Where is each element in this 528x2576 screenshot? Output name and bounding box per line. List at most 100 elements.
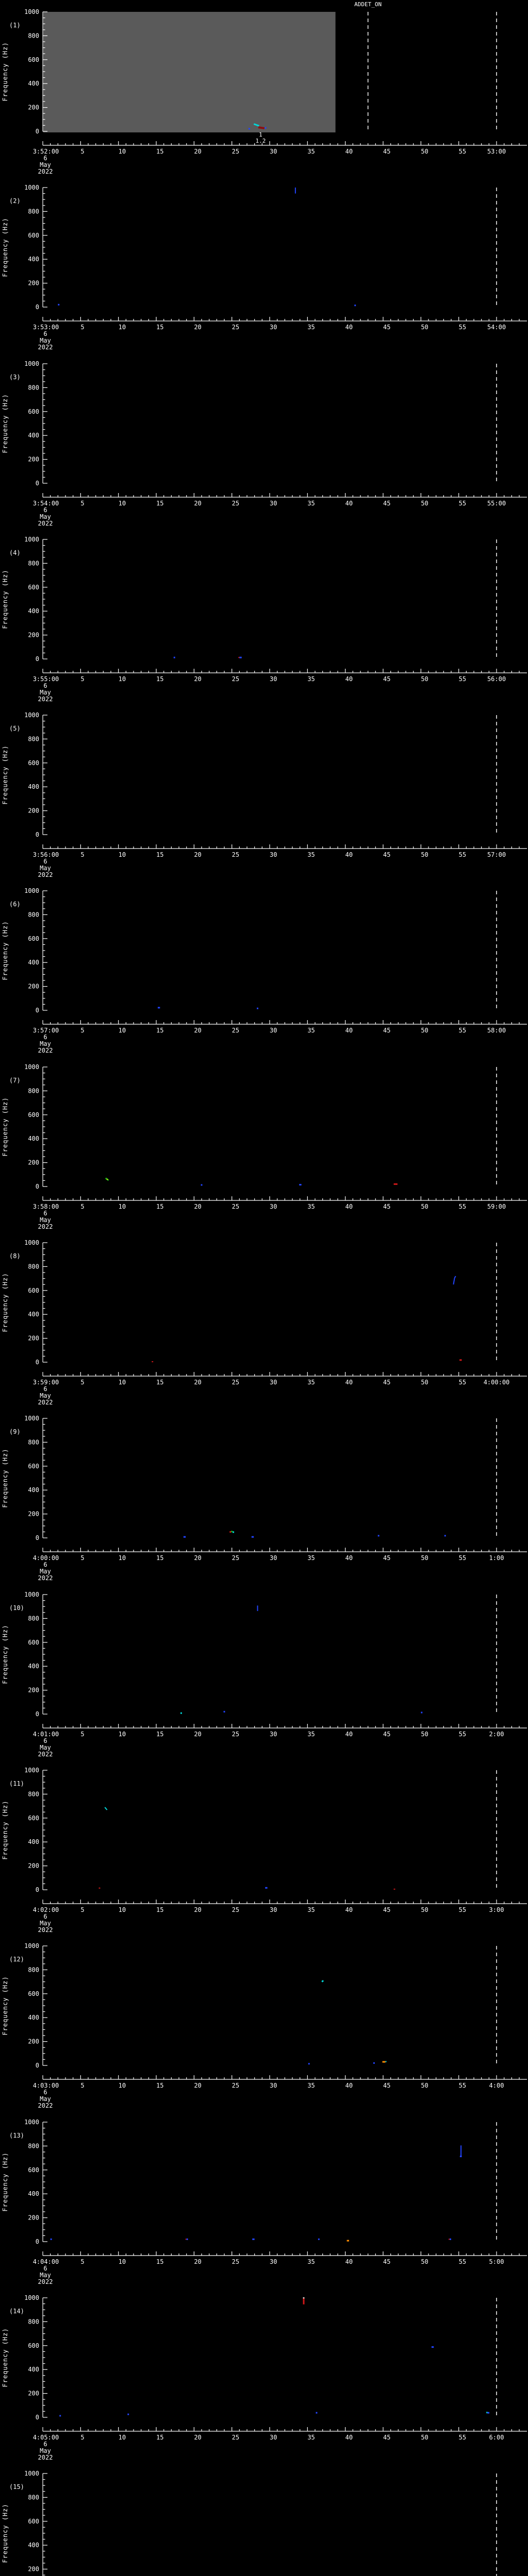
y-axis-title: Frequency (Hz)	[2, 2503, 9, 2563]
y-tick-label: 400	[28, 1838, 39, 1845]
y-tick-label: 400	[28, 2014, 39, 2021]
date-line: 6	[43, 1033, 47, 1041]
date-line: 6	[43, 2265, 47, 2272]
y-tick-label: 600	[28, 1287, 39, 1294]
tick-label: 25	[232, 2082, 239, 2089]
x-end-label: 54:00	[487, 324, 506, 331]
y-tick-label: 800	[28, 1263, 39, 1270]
y-tick-label: 600	[28, 232, 39, 239]
tick-label: 50	[421, 148, 428, 155]
y-tick-label: 400	[28, 607, 39, 615]
y-tick-label: 600	[28, 1990, 39, 1997]
tick-label: 30	[270, 1731, 277, 1738]
panel-svg-5: 0 200 400 600 800 1000 Frequency (Hz) 3:56:00 5 1…	[2, 711, 527, 878]
date-line: 2022	[38, 1047, 53, 1054]
y-tick-label: 0	[36, 2062, 39, 2069]
tick-label: 25	[232, 148, 239, 155]
tick-label: 35	[307, 1906, 315, 1913]
y-tick-label: 1000	[24, 1415, 39, 1422]
x-end-label: 59:00	[487, 1203, 506, 1210]
panel-index-label: (13)	[9, 2132, 24, 2139]
y-tick-label: 0	[36, 128, 39, 135]
tick-label: 25	[232, 1203, 239, 1210]
tick-label: 45	[383, 1203, 390, 1210]
tick-label: 45	[383, 148, 390, 155]
date-line: May	[40, 513, 51, 520]
y-tick-label: 600	[28, 759, 39, 767]
spectrogram-panel-14: 0 200 400 600 800 1000 Frequency (Hz) 4:05:00 5 1…	[0, 2286, 528, 2462]
tick-label: 30	[270, 148, 277, 155]
detection-mark	[106, 1178, 108, 1180]
date-line: 6	[43, 1561, 47, 1568]
y-tick-label: 200	[28, 2390, 39, 2397]
panel-index-label: (8)	[9, 1252, 21, 1260]
tick-label: 20	[194, 1203, 201, 1210]
tick-label: 55	[459, 1203, 466, 1210]
panel-index-label: (3)	[9, 374, 21, 381]
tick-label: 5	[80, 2082, 84, 2089]
spectrogram-panel-7: 0 200 400 600 800 1000 Frequency (Hz) 3:58:00 5 1…	[0, 1055, 528, 1231]
spectrogram-panel-9: 0 200 400 600 800 1000 Frequency (Hz) 4:00:00 5 1…	[0, 1406, 528, 1583]
panel-svg-13: 0 200 400 600 800 1000 Frequency (Hz) 4:04:00 5 1…	[2, 2119, 527, 2285]
tick-label: 45	[383, 675, 390, 683]
tick-label: 35	[307, 2082, 315, 2089]
date-line: 2022	[38, 871, 53, 878]
tick-label: 55	[459, 1731, 466, 1738]
tick-label: 10	[119, 2082, 126, 2089]
date-line: 2022	[38, 1926, 53, 1934]
y-tick-label: 200	[28, 807, 39, 815]
y-tick-label: 600	[28, 935, 39, 942]
tick-label: 15	[156, 1203, 163, 1210]
y-tick-label: 600	[28, 1463, 39, 1470]
date-line: 2022	[38, 1574, 53, 1582]
tick-label: 25	[232, 1027, 239, 1034]
tick-label: 55	[459, 2082, 466, 2089]
y-tick-label: 200	[28, 104, 39, 111]
tick-label: 5	[80, 1731, 84, 1738]
y-tick-label: 600	[28, 1111, 39, 1118]
tick-label: 10	[119, 1379, 126, 1386]
date-line: 2022	[38, 1751, 53, 1758]
date-line: 2022	[38, 2278, 53, 2285]
y-tick-label: 400	[28, 2541, 39, 2549]
tick-label: 20	[194, 2434, 201, 2441]
date-line: 2022	[38, 2454, 53, 2461]
tick-label: 25	[232, 675, 239, 683]
y-tick-label: 800	[28, 1438, 39, 1446]
date-line: May	[40, 1568, 51, 1575]
tick-label: 20	[194, 2258, 201, 2265]
y-tick-label: 1000	[24, 1239, 39, 1246]
spectrogram-panel-13: 0 200 400 600 800 1000 Frequency (Hz) 4:04:00 5 1…	[0, 2110, 528, 2286]
date-line: May	[40, 2272, 51, 2279]
tick-label: 50	[421, 2082, 428, 2089]
tick-label: 10	[119, 1731, 126, 1738]
panel-svg-2: 0 200 400 600 800 1000 Frequency (Hz) 3:53:00 5 1…	[2, 184, 527, 351]
y-tick-label: 0	[36, 1710, 39, 1718]
tick-label: 10	[119, 1906, 126, 1913]
y-tick-label: 0	[36, 303, 39, 311]
x-start-label: 4:00:00	[33, 1554, 59, 1562]
tick-label: 35	[307, 2258, 315, 2265]
tick-label: 45	[383, 1379, 390, 1386]
tick-label: 45	[383, 2434, 390, 2441]
y-tick-label: 800	[28, 384, 39, 391]
x-start-label: 3:55:00	[33, 675, 59, 683]
y-tick-label: 1000	[24, 2119, 39, 2126]
y-tick-label: 600	[28, 2518, 39, 2525]
tick-label: 40	[345, 1906, 353, 1913]
x-start-label: 3:54:00	[33, 500, 59, 507]
tick-label: 25	[232, 324, 239, 331]
tick-label: 25	[232, 1554, 239, 1562]
y-axis-title: Frequency (Hz)	[2, 569, 9, 629]
tick-label: 10	[119, 1027, 126, 1034]
spectrogram-panel-2: 0 200 400 600 800 1000 Frequency (Hz) 3:53:00 5 1…	[0, 176, 528, 352]
tick-label: 40	[345, 1731, 353, 1738]
y-axis-title: Frequency (Hz)	[2, 921, 9, 980]
date-line: May	[40, 161, 51, 168]
tick-label: 35	[307, 148, 315, 155]
y-axis-title: Frequency (Hz)	[2, 1624, 9, 1684]
event-label: 1.2	[255, 138, 266, 144]
tick-label: 15	[156, 500, 163, 507]
spectrogram-panel-4: 0 200 400 600 800 1000 Frequency (Hz) 3:55:00 5 1…	[0, 528, 528, 703]
y-tick-label: 400	[28, 1663, 39, 1670]
